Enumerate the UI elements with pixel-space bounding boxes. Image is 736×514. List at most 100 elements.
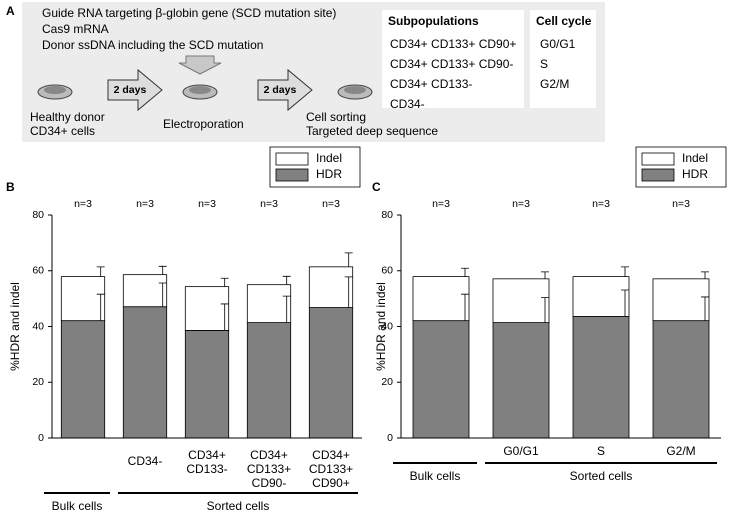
x-tick-label: CD90-	[252, 476, 287, 490]
legend-label: Indel	[316, 151, 342, 165]
bar-segment	[60, 276, 106, 322]
legend-swatch	[641, 152, 675, 166]
group-label: Sorted cells	[207, 499, 270, 513]
bar-segment	[492, 322, 550, 439]
x-tick-label: CD133+	[247, 462, 291, 476]
x-tick-label: CD34+	[312, 448, 350, 462]
step-label: Cell sorting	[306, 110, 366, 124]
bar-segment	[184, 330, 230, 439]
n-label: n=3	[672, 198, 690, 210]
bar-segment	[572, 316, 630, 439]
y-axis-label: %HDR and indel	[8, 282, 22, 371]
dish	[337, 84, 373, 100]
x-tick-label: CD133+	[309, 462, 353, 476]
error-bar	[282, 275, 291, 285]
subpopulation: CD34+ CD133+ CD90-	[390, 57, 513, 71]
legend-swatch	[275, 152, 309, 166]
bar-segment	[60, 320, 106, 439]
box-title: Subpopulations	[388, 14, 479, 28]
cell-cycle-phase: S	[540, 57, 548, 71]
legend-swatch	[641, 168, 675, 182]
error-bar	[158, 282, 167, 307]
n-label: n=3	[74, 198, 92, 210]
error-bar	[282, 295, 291, 323]
bar-segment	[652, 278, 710, 322]
cell-cycle-phase: G2/M	[540, 77, 569, 91]
error-bar	[541, 271, 549, 279]
y-tick-label: 0	[387, 432, 393, 444]
bar-segment	[246, 322, 292, 439]
bar-segment	[492, 278, 550, 323]
y-tick-label: 20	[32, 376, 44, 388]
arrow	[107, 68, 163, 112]
bar-segment	[308, 266, 354, 308]
y-tick-label: 60	[381, 265, 393, 277]
n-label: n=3	[432, 198, 450, 210]
bar-segment	[412, 276, 470, 322]
n-label: n=3	[512, 198, 530, 210]
bar-segment	[246, 284, 292, 323]
x-tick-label: CD34+	[250, 448, 288, 462]
bar-segment	[572, 276, 630, 317]
legend-label: Indel	[682, 151, 708, 165]
x-tick-label: CD34+	[188, 448, 226, 462]
error-bar	[701, 296, 709, 321]
error-bar	[621, 289, 629, 317]
cell-cycle-phase: G0/G1	[540, 37, 576, 51]
n-label: n=3	[260, 198, 278, 210]
reagent: Cas9 mRNA	[42, 22, 109, 36]
subpopulation: CD34-	[390, 97, 425, 111]
error-bar	[461, 293, 469, 321]
reagent: Donor ssDNA including the SCD mutation	[42, 38, 263, 52]
bar-segment	[122, 306, 168, 439]
n-label: n=3	[136, 198, 154, 210]
subpopulations-box	[382, 10, 524, 108]
x-tick-label: G0/G1	[503, 444, 539, 458]
y-tick-label: 40	[32, 320, 44, 332]
error-bar	[701, 271, 709, 279]
error-bar	[158, 265, 167, 275]
arrow-label: 2 days	[264, 84, 297, 96]
legend-label: HDR	[316, 167, 342, 181]
error-bar	[541, 297, 549, 323]
cell-cycle-box	[530, 10, 596, 108]
error-bar	[96, 266, 105, 277]
step-label: CD34+ cells	[30, 124, 95, 138]
subpopulation: CD34+ CD133+ CD90+	[390, 37, 516, 51]
legend-label: HDR	[682, 167, 708, 181]
legend-swatch	[275, 168, 309, 182]
n-label: n=3	[198, 198, 216, 210]
arrow-label: 2 days	[114, 84, 147, 96]
box-title: Cell cycle	[536, 14, 592, 28]
bar-segment	[184, 286, 230, 331]
panel-label: B	[6, 180, 15, 194]
x-tick-label: CD133-	[186, 462, 227, 476]
bar-segment	[308, 307, 354, 439]
panel-label: A	[6, 4, 15, 18]
y-tick-label: 20	[381, 376, 393, 388]
dish	[182, 84, 218, 100]
error-bar	[621, 266, 629, 277]
error-bar	[461, 267, 469, 277]
step-label: Electroporation	[163, 117, 244, 131]
bar-segment	[652, 320, 710, 439]
bar-segment	[412, 320, 470, 439]
subpopulation: CD34+ CD133-	[390, 77, 472, 91]
group-label: Sorted cells	[570, 469, 633, 483]
dish	[37, 84, 73, 100]
bar-segment	[122, 274, 168, 308]
reagent: Guide RNA targeting β-globin gene (SCD m…	[42, 6, 336, 20]
n-label: n=3	[322, 198, 340, 210]
error-bar	[344, 252, 353, 267]
step-label: Targeted deep sequence	[306, 124, 438, 138]
y-tick-label: 80	[32, 209, 44, 221]
error-bar	[344, 276, 353, 308]
y-tick-label: 40	[381, 320, 393, 332]
y-tick-label: 80	[381, 209, 393, 221]
group-label: Bulk cells	[410, 469, 461, 483]
x-tick-label: S	[597, 444, 605, 458]
y-tick-label: 60	[32, 265, 44, 277]
y-tick-label: 0	[38, 432, 44, 444]
n-label: n=3	[592, 198, 610, 210]
